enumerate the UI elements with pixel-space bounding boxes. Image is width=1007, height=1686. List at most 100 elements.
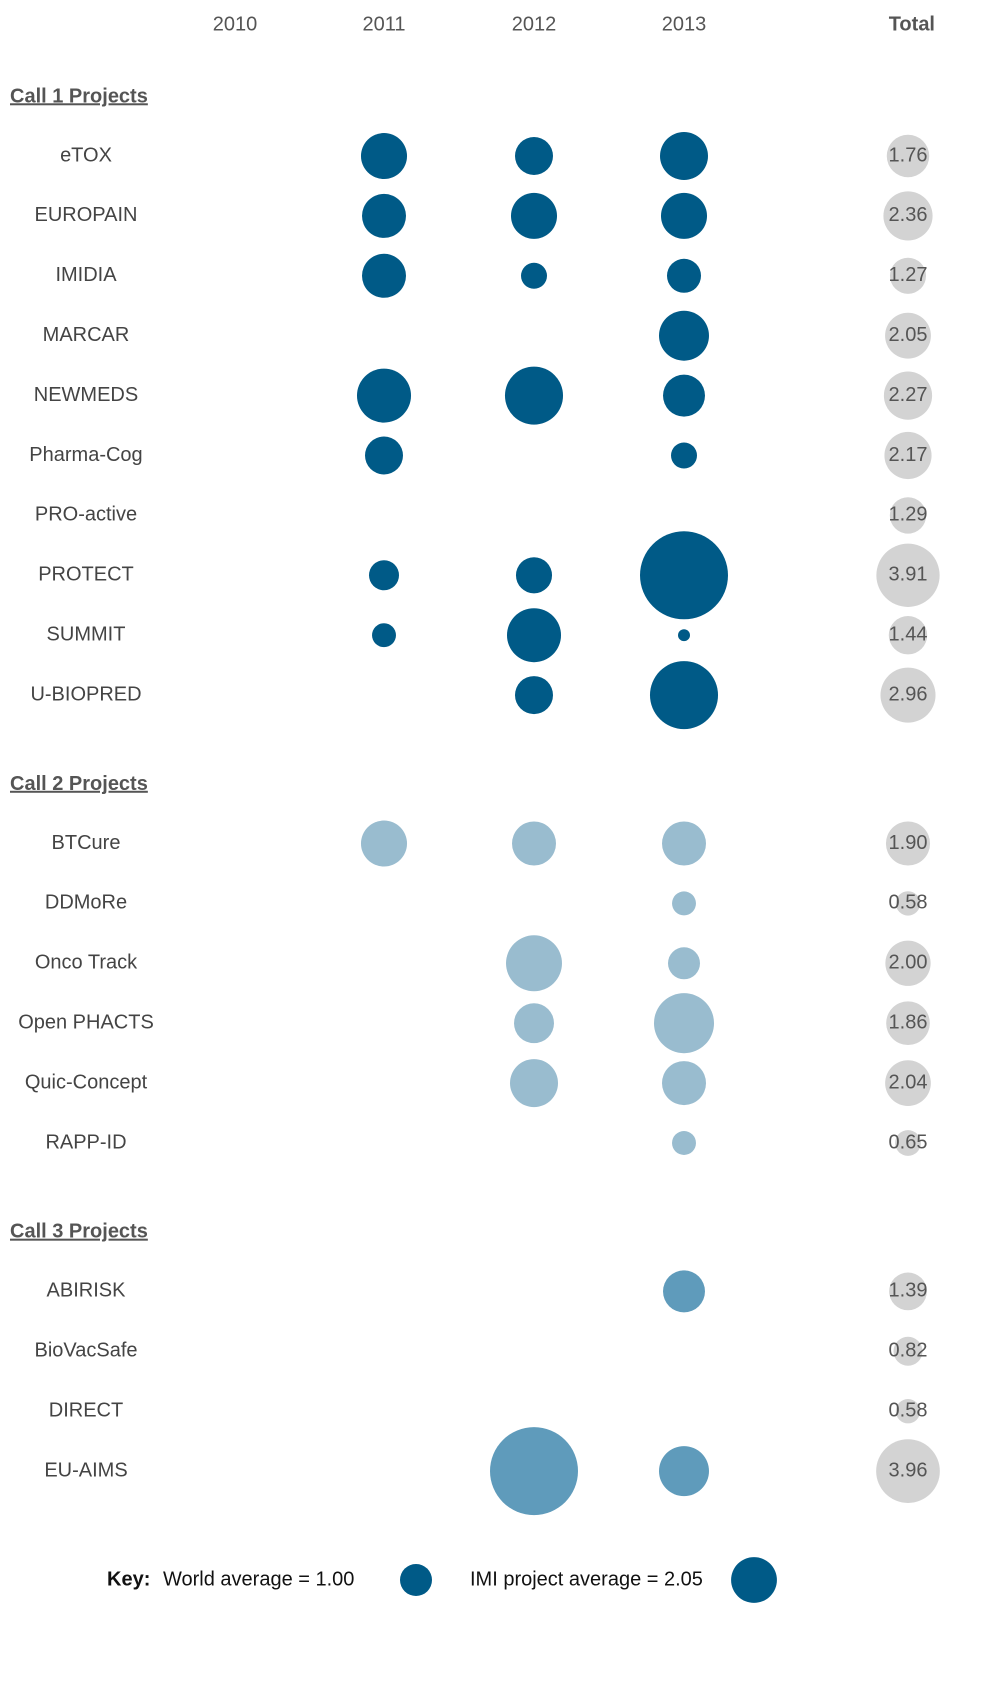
project-name: U-BIOPRED [30, 683, 141, 705]
bubble [666, 258, 702, 293]
bubble [678, 629, 690, 642]
bubble [515, 557, 553, 594]
project-name: Quic-Concept [25, 1071, 148, 1093]
bubble [660, 192, 708, 239]
bubble [668, 947, 700, 980]
bubble [515, 137, 553, 175]
project-name: EUROPAIN [35, 204, 138, 226]
total-label: 0.58 [889, 1399, 928, 1421]
total-bubble [886, 1001, 930, 1046]
group-heading: Call 1 Projects [10, 85, 148, 107]
total-bubble [893, 1336, 923, 1366]
bubble [368, 560, 400, 591]
total-bubble [884, 431, 932, 480]
project-name: PRO-active [35, 504, 137, 526]
bubble [521, 262, 547, 289]
bubble [649, 661, 719, 730]
bubble [515, 676, 553, 715]
bubble [510, 1059, 558, 1108]
total-label: 0.82 [889, 1340, 928, 1362]
bubble [653, 993, 715, 1054]
bubble [660, 132, 708, 180]
total-label: 1.29 [889, 504, 928, 526]
total-bubble [880, 667, 936, 723]
total-bubble [895, 891, 921, 916]
total-bubble [895, 1130, 921, 1156]
project-name: PROTECT [38, 564, 134, 586]
total-bubble [885, 821, 931, 866]
bubble [506, 608, 562, 663]
key-text: IMI project average = 2.05 [470, 1568, 703, 1590]
bubble [504, 366, 564, 425]
group-heading: Call 3 Projects [10, 1221, 148, 1243]
column-header: 2010 [213, 13, 258, 35]
total-label: 1.39 [889, 1280, 928, 1302]
total-label: 2.04 [889, 1071, 928, 1093]
project-name: Open PHACTS [18, 1011, 154, 1033]
total-label: 1.27 [889, 264, 928, 286]
total-label: 0.58 [889, 892, 928, 914]
total-bubble [888, 616, 928, 655]
bubble [672, 891, 696, 916]
bubble [662, 1061, 706, 1106]
total-bubble [895, 1399, 921, 1424]
bubble [372, 623, 396, 648]
project-name: NEWMEDS [34, 384, 138, 406]
key-bubble [731, 1557, 777, 1603]
project-name: DIRECT [49, 1399, 123, 1421]
bubble [662, 821, 706, 866]
total-label: 1.44 [889, 623, 928, 645]
total-bubble [876, 1439, 940, 1503]
bubble [506, 935, 562, 992]
bubble [362, 193, 406, 238]
column-header: 2013 [662, 13, 707, 35]
total-label: 2.17 [889, 444, 928, 466]
total-bubble [886, 134, 930, 178]
total-label: 2.27 [889, 384, 928, 406]
group-heading: Call 2 Projects [10, 773, 148, 795]
project-name: SUMMIT [47, 623, 126, 645]
total-header: Total [889, 13, 935, 35]
bubble [640, 531, 728, 620]
project-name: EU-AIMS [44, 1459, 127, 1481]
bubble [510, 192, 558, 239]
bubble [663, 1270, 705, 1313]
project-name: MARCAR [43, 324, 130, 346]
project-name: BTCure [52, 832, 121, 854]
project-name: DDMoRe [45, 892, 127, 914]
bubble [672, 1131, 696, 1155]
total-label: 1.86 [889, 1011, 928, 1033]
total-bubble [885, 312, 931, 359]
total-bubble [876, 543, 940, 607]
key-text: World average = 1.00 [163, 1568, 354, 1590]
key-label: Key: [107, 1568, 150, 1590]
total-label: 1.90 [889, 832, 928, 854]
bubble [512, 821, 556, 866]
key-bubble [400, 1564, 432, 1596]
project-name: Onco Track [35, 952, 138, 974]
bubble [659, 310, 709, 361]
bubble [663, 374, 705, 417]
project-name: eTOX [60, 144, 112, 166]
total-label: 3.91 [889, 564, 928, 586]
bubble [671, 442, 697, 469]
column-header: 2012 [512, 13, 557, 35]
column-header: 2011 [362, 13, 405, 35]
total-label: 0.65 [889, 1131, 928, 1153]
bubble [356, 368, 412, 423]
bubble [362, 253, 406, 298]
total-bubble [885, 940, 931, 986]
total-label: 3.96 [889, 1459, 928, 1481]
bubble [360, 132, 408, 180]
project-name: ABIRISK [47, 1280, 127, 1302]
total-bubble [883, 191, 933, 241]
total-label: 1.76 [889, 144, 928, 166]
total-label: 2.05 [889, 324, 928, 346]
total-bubble [883, 371, 933, 420]
bubble [490, 1427, 578, 1516]
bubble [659, 1446, 709, 1497]
total-bubble [885, 1060, 931, 1106]
bubble [360, 820, 408, 867]
total-bubble [889, 1272, 927, 1311]
